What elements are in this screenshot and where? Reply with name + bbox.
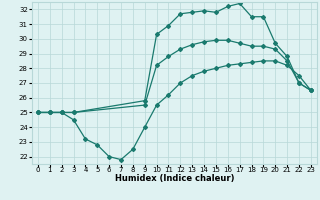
- X-axis label: Humidex (Indice chaleur): Humidex (Indice chaleur): [115, 174, 234, 183]
